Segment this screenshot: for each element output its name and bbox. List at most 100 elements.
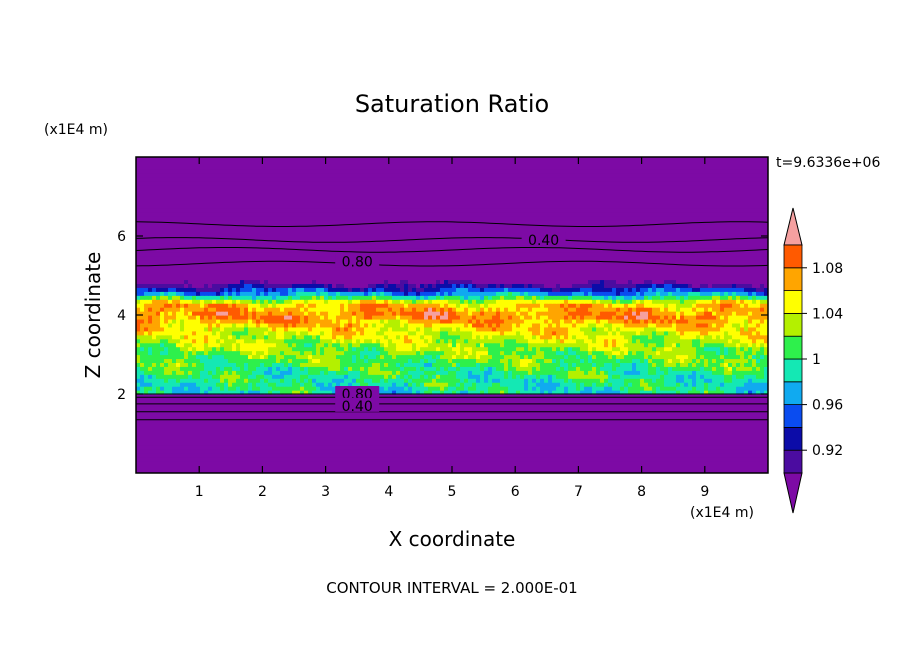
field-cell xyxy=(148,437,153,442)
field-cell xyxy=(580,386,585,391)
field-cell xyxy=(724,378,729,383)
field-cell xyxy=(276,370,281,375)
field-cell xyxy=(448,453,453,458)
field-cell xyxy=(600,378,605,383)
field-cell xyxy=(680,394,685,399)
field-cell xyxy=(528,429,533,435)
field-cell xyxy=(612,429,617,435)
field-cell xyxy=(676,362,681,367)
field-cell xyxy=(200,453,205,458)
field-cell xyxy=(644,382,649,387)
field-cell xyxy=(448,425,453,431)
field-cell xyxy=(292,421,297,427)
field-cell xyxy=(280,437,285,442)
field-cell xyxy=(640,382,645,387)
field-cell xyxy=(420,366,425,371)
field-cell xyxy=(720,461,725,466)
field-cell xyxy=(668,370,673,375)
field-cell xyxy=(424,405,429,411)
field-cell xyxy=(312,362,317,367)
field-cell xyxy=(520,370,525,375)
field-cell xyxy=(212,386,217,391)
field-cell xyxy=(152,425,157,431)
field-cell xyxy=(384,433,389,439)
field-cell xyxy=(580,374,585,379)
field-cell xyxy=(692,461,697,466)
field-cell xyxy=(764,382,768,387)
field-cell xyxy=(744,405,749,411)
field-cell xyxy=(476,453,481,458)
field-cell xyxy=(708,457,713,462)
field-cell xyxy=(660,397,665,403)
field-cell xyxy=(140,433,145,439)
field-cell xyxy=(608,441,613,446)
field-cell xyxy=(388,453,393,458)
field-cell xyxy=(208,429,213,435)
field-cell xyxy=(160,346,165,352)
field-cell xyxy=(452,465,457,470)
field-cell xyxy=(676,469,681,473)
field-cell xyxy=(716,366,721,371)
field-cell xyxy=(264,394,269,399)
field-cell xyxy=(216,433,221,439)
field-cell xyxy=(380,421,385,427)
field-cell xyxy=(640,397,645,403)
field-cell xyxy=(728,437,733,442)
field-cell xyxy=(532,390,537,395)
field-cell xyxy=(168,358,173,363)
field-cell xyxy=(156,354,161,360)
field-cell xyxy=(592,405,597,411)
field-cell xyxy=(672,465,677,470)
field-cell xyxy=(396,405,401,411)
field-cell xyxy=(636,386,641,391)
field-cell xyxy=(204,429,209,435)
field-cell xyxy=(252,425,257,431)
field-cell xyxy=(620,378,625,383)
field-cell xyxy=(692,358,697,363)
field-cell xyxy=(440,374,445,379)
field-cell xyxy=(496,362,501,367)
field-cell xyxy=(492,390,497,395)
field-cell xyxy=(420,441,425,446)
field-cell xyxy=(180,445,185,450)
field-cell xyxy=(320,433,325,439)
field-cell xyxy=(708,465,713,470)
field-cell xyxy=(464,453,469,458)
field-cell xyxy=(616,465,621,470)
field-cell xyxy=(156,386,161,391)
field-cell xyxy=(708,350,713,356)
field-cell xyxy=(684,421,689,427)
field-cell xyxy=(608,425,613,431)
field-cell xyxy=(300,425,305,431)
field-cell xyxy=(476,429,481,435)
field-cell xyxy=(328,374,333,379)
field-cell xyxy=(736,457,741,462)
field-cell xyxy=(556,425,561,431)
field-cell xyxy=(376,461,381,466)
field-cell xyxy=(568,425,573,431)
field-cell xyxy=(280,362,285,367)
field-cell xyxy=(212,370,217,375)
field-cell xyxy=(404,429,409,435)
field-cell xyxy=(380,362,385,367)
field-cell xyxy=(720,465,725,470)
field-cell xyxy=(428,390,433,395)
field-cell xyxy=(380,429,385,435)
field-cell xyxy=(500,461,505,466)
field-cell xyxy=(272,397,277,403)
field-cell xyxy=(284,382,289,387)
field-cell xyxy=(284,378,289,383)
field-cell xyxy=(304,390,309,395)
field-cell xyxy=(432,421,437,427)
field-cell xyxy=(312,469,317,473)
field-cell xyxy=(676,386,681,391)
field-cell xyxy=(412,429,417,435)
field-cell xyxy=(444,457,449,462)
field-cell xyxy=(324,394,329,399)
field-cell xyxy=(644,366,649,371)
field-cell xyxy=(752,390,757,395)
field-cell xyxy=(396,366,401,371)
field-cell xyxy=(500,449,505,454)
field-cell xyxy=(652,429,657,435)
field-cell xyxy=(352,413,357,419)
